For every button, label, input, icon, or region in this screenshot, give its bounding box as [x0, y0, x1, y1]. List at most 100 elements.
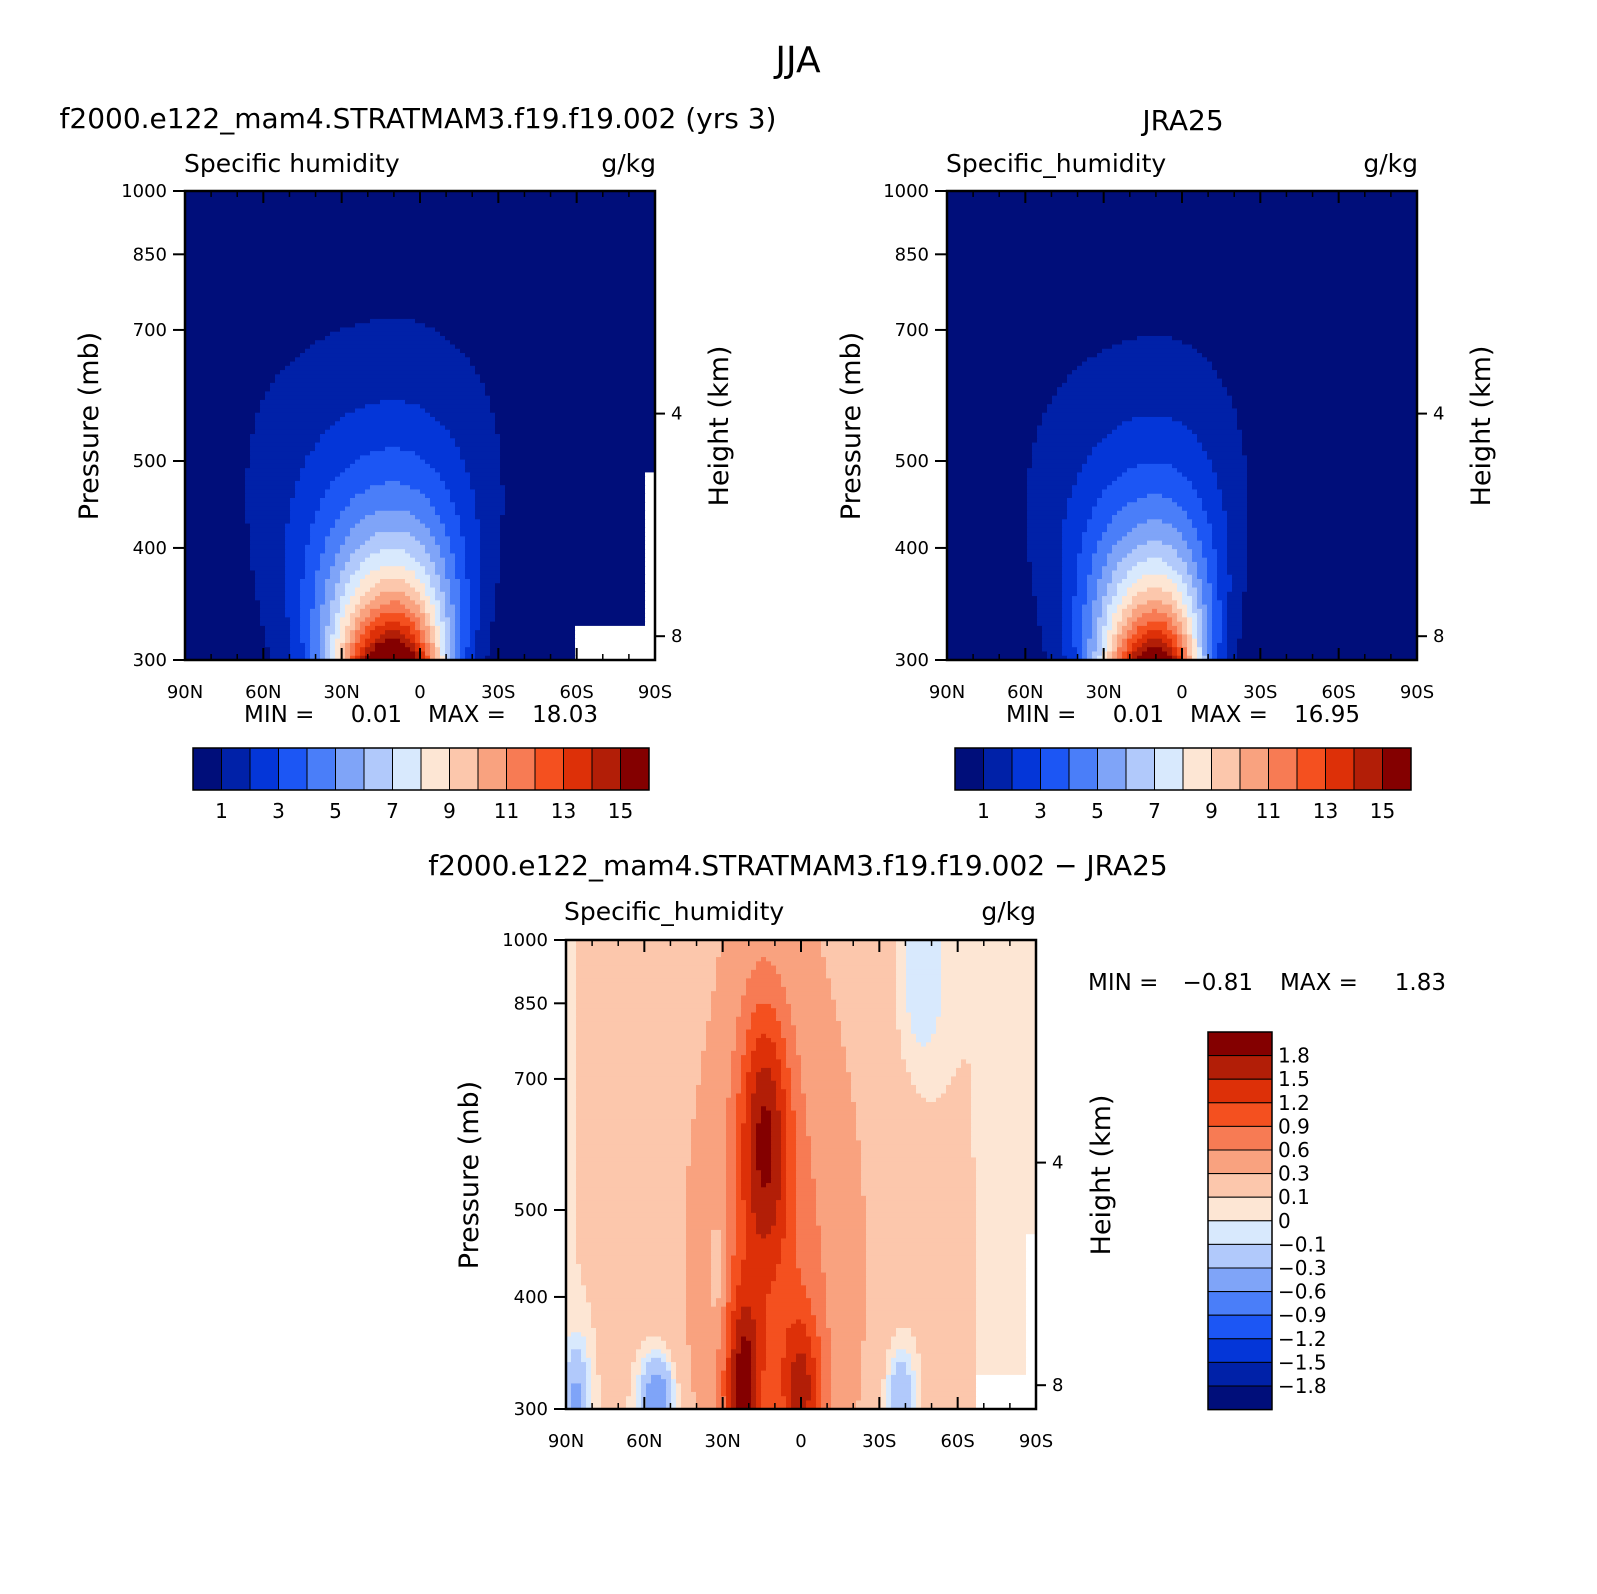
contour-fill-cell: [566, 1276, 582, 1282]
contour-fill-cell: [1027, 540, 1063, 546]
y2-tick-label: 8: [671, 626, 682, 647]
contour-fill-cell: [701, 1050, 732, 1056]
contour-fill-cell: [566, 1212, 577, 1218]
contour-fill-cell: [576, 940, 722, 945]
contour-fill-cell: [440, 634, 446, 640]
contour-fill-cell: [976, 1170, 1037, 1176]
contour-fill-cell: [1102, 638, 1108, 644]
contour-fill-cell: [826, 1285, 867, 1291]
contour-fill-cell: [1062, 574, 1078, 580]
contour-fill-cell: [370, 553, 411, 559]
contour-fill-cell: [1207, 570, 1218, 576]
contour-fill-cell: [1117, 642, 1123, 648]
contour-fill-cell: [1102, 608, 1108, 614]
contour-fill-cell: [645, 604, 656, 610]
contour-fill-cell: [576, 948, 722, 954]
contour-fill-cell: [756, 1383, 762, 1389]
contour-fill-cell: [947, 634, 1043, 640]
contour-fill-cell: [691, 1161, 727, 1167]
contour-fill-cell: [420, 647, 426, 653]
contour-fill-cell: [455, 625, 461, 631]
contour-fill-cell: [736, 1327, 757, 1333]
contour-fill-cell: [566, 1370, 587, 1376]
contour-fill-cell: [976, 1178, 1037, 1184]
contour-fill-cell: [1207, 515, 1228, 520]
contour-fill-cell: [741, 1268, 777, 1274]
contour-fill-cell: [781, 1033, 797, 1039]
contour-fill-cell: [771, 1131, 782, 1137]
contour-fill-cell: [711, 1281, 722, 1286]
contour-fill-cell: [1127, 502, 1178, 508]
contour-fill-cell: [500, 574, 646, 580]
contour-fill-cell: [185, 463, 251, 469]
contour-fill-cell: [811, 1140, 862, 1146]
contour-fill-cell: [480, 613, 496, 618]
contour-fill-cell: [1062, 561, 1078, 567]
contour-fill-cell: [806, 1131, 857, 1137]
contour-fill-cell: [726, 1370, 732, 1376]
contour-fill-cell: [305, 557, 321, 563]
contour-fill-cell: [896, 1353, 912, 1359]
contour-fill-cell: [1207, 630, 1213, 636]
contour-fill-cell: [916, 1396, 922, 1402]
contour-fill-cell: [1097, 497, 1138, 503]
contour-fill-cell: [576, 1212, 687, 1218]
contour-fill-cell: [315, 604, 321, 610]
contour-fill-cell: [831, 1400, 857, 1406]
contour-fill-cell: [325, 493, 356, 499]
contour-fill-cell: [1132, 527, 1178, 533]
contour-fill-cell: [1192, 596, 1198, 601]
contour-fill-cell: [455, 561, 466, 567]
contour-fill-cell: [1097, 634, 1103, 640]
contour-fill-cell: [566, 969, 577, 975]
contour-fill-cell: [185, 335, 326, 341]
contour-fill-cell: [746, 1072, 757, 1078]
contour-fill-cell: [410, 638, 416, 644]
contour-fill-cell: [1247, 566, 1418, 572]
contour-fill-cell: [786, 1200, 797, 1205]
contour-fill-cell: [947, 357, 1088, 363]
contour-fill-cell: [440, 638, 446, 644]
contour-fill-cell: [440, 655, 446, 661]
colorbar-label: 1.2: [1278, 1091, 1310, 1115]
contour-fill-cell: [380, 634, 406, 640]
contour-fill-cell: [1217, 370, 1418, 375]
contour-fill-cell: [1177, 630, 1183, 636]
contour-fill-cell: [971, 1102, 1037, 1107]
contour-fill-cell: [756, 1345, 767, 1350]
contour-fill-cell: [330, 527, 351, 533]
contour-fill-cell: [901, 1055, 1037, 1060]
contour-fill-cell: [185, 353, 301, 358]
contour-fill-cell: [821, 952, 897, 958]
contour-fill-cell: [786, 1174, 797, 1180]
contour-fill-cell: [736, 1396, 752, 1402]
contour-fill-cell: [766, 1362, 782, 1367]
contour-fill-cell: [566, 1332, 572, 1338]
contour-fill-cell: [726, 1315, 732, 1321]
contour-fill-cell: [776, 969, 827, 975]
contour-fill-cell: [315, 510, 341, 516]
contour-fill-cell: [811, 1383, 817, 1389]
contour-fill-cell: [500, 459, 656, 465]
contour-fill-cell: [576, 1003, 712, 1009]
minmax-obs: MIN = 0.01 MAX = 16.95: [1006, 702, 1360, 728]
contour-fill-cell: [470, 587, 481, 593]
contour-fill-cell: [1072, 493, 1103, 499]
contour-fill-cell: [330, 617, 336, 623]
contour-fill-cell: [731, 1379, 737, 1385]
contour-fill-cell: [756, 1357, 767, 1363]
contour-fill-cell: [1247, 570, 1418, 576]
contour-fill-cell: [1182, 634, 1188, 640]
contour-fill-cell: [576, 1251, 687, 1257]
contour-fill-cell: [947, 596, 1038, 601]
contour-fill-cell: [896, 999, 907, 1005]
contour-fill-cell: [806, 1123, 857, 1129]
contour-fill-cell: [305, 651, 311, 657]
contour-fill-cell: [956, 1067, 972, 1073]
colorbar-box: [1207, 1314, 1273, 1340]
contour-fill-cell: [831, 995, 897, 1001]
contour-fill-cell: [726, 1161, 737, 1167]
contour-fill-cell: [1227, 566, 1248, 572]
contour-fill-cell: [355, 651, 361, 657]
